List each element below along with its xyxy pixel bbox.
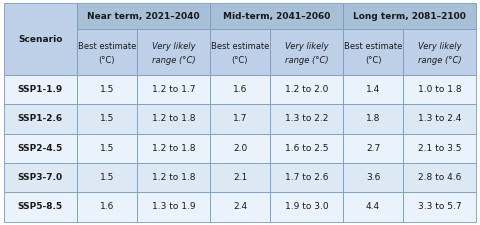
Bar [137,134,210,163]
Text: 1.9 to 3.0: 1.9 to 3.0 [285,202,328,211]
Text: SSP2-4.5: SSP2-4.5 [18,144,63,153]
Bar [403,104,476,134]
Text: SSP1-1.9: SSP1-1.9 [18,85,63,94]
Text: 1.3 to 2.2: 1.3 to 2.2 [285,115,328,124]
Bar [403,192,476,222]
Bar [270,163,343,192]
Text: range (°C): range (°C) [152,56,195,65]
Text: Near term, 2021–2040: Near term, 2021–2040 [87,12,200,21]
Text: 1.5: 1.5 [100,115,114,124]
Text: range (°C): range (°C) [418,56,461,65]
Text: 1.4: 1.4 [366,85,380,94]
Text: 1.2 to 1.7: 1.2 to 1.7 [152,85,195,94]
Bar [270,29,343,75]
Text: 1.8: 1.8 [366,115,380,124]
Bar [137,75,210,104]
Bar [4,192,77,222]
Text: 1.3 to 1.9: 1.3 to 1.9 [152,202,195,211]
Bar [343,3,476,29]
Text: 2.1 to 3.5: 2.1 to 3.5 [418,144,461,153]
Text: 1.6: 1.6 [233,85,247,94]
Text: Scenario: Scenario [18,35,62,44]
Bar [210,104,270,134]
Bar [343,75,403,104]
Bar [77,75,137,104]
Bar [270,75,343,104]
Text: Very likely: Very likely [418,42,461,51]
Text: 2.7: 2.7 [366,144,380,153]
Bar [137,104,210,134]
Text: 1.7 to 2.6: 1.7 to 2.6 [285,173,328,182]
Text: (°C): (°C) [98,56,115,65]
Text: 2.0: 2.0 [233,144,247,153]
Bar [343,163,403,192]
Bar [403,134,476,163]
Bar [343,192,403,222]
Text: SSP1-2.6: SSP1-2.6 [18,115,63,124]
Text: 4.4: 4.4 [366,202,380,211]
Bar [343,29,403,75]
Text: Mid-term, 2041–2060: Mid-term, 2041–2060 [223,12,330,21]
Text: Best estimate: Best estimate [211,42,269,51]
Bar [270,134,343,163]
Text: Best estimate: Best estimate [344,42,402,51]
Bar [137,192,210,222]
Bar [210,134,270,163]
Bar [137,163,210,192]
Bar [137,29,210,75]
Bar [343,134,403,163]
Bar [77,29,137,75]
Text: 1.6 to 2.5: 1.6 to 2.5 [285,144,328,153]
Bar [403,29,476,75]
Bar [210,163,270,192]
Bar [270,104,343,134]
Text: Very likely: Very likely [152,42,195,51]
Text: 1.6: 1.6 [100,202,114,211]
Text: 1.5: 1.5 [100,144,114,153]
Text: 1.3 to 2.4: 1.3 to 2.4 [418,115,461,124]
Bar [4,134,77,163]
Bar [210,3,343,29]
Text: 1.2 to 1.8: 1.2 to 1.8 [152,115,195,124]
Bar [343,104,403,134]
Text: 3.6: 3.6 [366,173,380,182]
Text: range (°C): range (°C) [285,56,328,65]
Bar [210,192,270,222]
Text: 2.8 to 4.6: 2.8 to 4.6 [418,173,461,182]
Bar [4,104,77,134]
Text: Best estimate: Best estimate [78,42,136,51]
Bar [77,192,137,222]
Bar [210,29,270,75]
Bar [77,104,137,134]
Text: 1.2 to 1.8: 1.2 to 1.8 [152,173,195,182]
Bar [4,75,77,104]
Text: Very likely: Very likely [285,42,328,51]
Text: SSP5-8.5: SSP5-8.5 [18,202,63,211]
Bar [403,163,476,192]
Bar [403,75,476,104]
Bar [77,134,137,163]
Text: Long term, 2081–2100: Long term, 2081–2100 [353,12,466,21]
Bar [4,3,77,75]
Text: 1.5: 1.5 [100,173,114,182]
Text: 1.2 to 2.0: 1.2 to 2.0 [285,85,328,94]
Text: 1.0 to 1.8: 1.0 to 1.8 [418,85,461,94]
Bar [210,75,270,104]
Bar [77,3,210,29]
Text: 2.4: 2.4 [233,202,247,211]
Text: 1.7: 1.7 [233,115,247,124]
Bar [4,163,77,192]
Text: 3.3 to 5.7: 3.3 to 5.7 [418,202,461,211]
Text: 1.2 to 1.8: 1.2 to 1.8 [152,144,195,153]
Text: SSP3-7.0: SSP3-7.0 [18,173,63,182]
Text: 2.1: 2.1 [233,173,247,182]
Text: (°C): (°C) [365,56,382,65]
Text: (°C): (°C) [232,56,248,65]
Bar [77,163,137,192]
Text: 1.5: 1.5 [100,85,114,94]
Bar [270,192,343,222]
